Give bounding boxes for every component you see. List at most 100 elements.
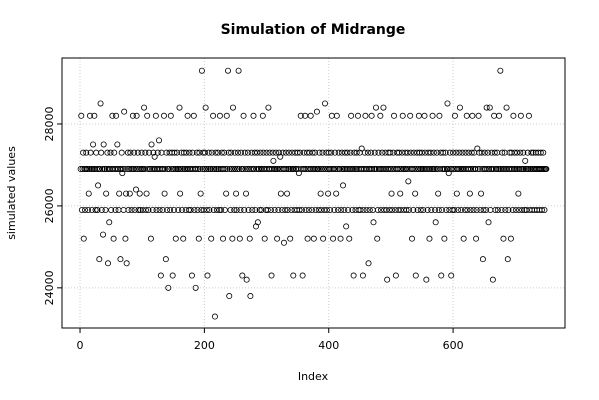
point	[405, 178, 412, 185]
point	[240, 112, 247, 119]
point	[180, 235, 187, 242]
point	[372, 104, 379, 111]
point	[481, 149, 488, 156]
point	[142, 207, 149, 214]
point	[261, 235, 268, 242]
point	[528, 149, 535, 156]
point	[178, 207, 185, 214]
x-tick-label: 600	[443, 339, 464, 352]
point	[443, 207, 450, 214]
point	[171, 149, 178, 156]
point	[432, 219, 439, 226]
point	[375, 149, 382, 156]
point	[194, 207, 201, 214]
point	[405, 207, 412, 214]
point	[512, 207, 519, 214]
point	[472, 166, 479, 173]
point	[246, 235, 253, 242]
point	[98, 207, 105, 214]
point	[492, 207, 499, 214]
plot-frame	[61, 57, 566, 329]
points	[77, 67, 550, 320]
point	[234, 149, 241, 156]
point	[97, 100, 104, 107]
point	[519, 207, 526, 214]
point	[223, 190, 230, 197]
point	[504, 256, 511, 263]
point	[517, 149, 524, 156]
point	[328, 149, 335, 156]
point	[340, 182, 347, 189]
point	[208, 149, 215, 156]
point	[131, 149, 138, 156]
point	[514, 149, 521, 156]
point	[282, 207, 289, 214]
point	[225, 149, 232, 156]
point	[153, 207, 160, 214]
point	[478, 149, 485, 156]
point	[184, 112, 191, 119]
point	[346, 235, 353, 242]
point	[233, 207, 240, 214]
point	[160, 112, 167, 119]
point	[204, 272, 211, 279]
point	[468, 149, 475, 156]
point	[104, 149, 111, 156]
point	[468, 166, 475, 173]
point	[374, 235, 381, 242]
point	[254, 219, 261, 226]
point	[220, 166, 227, 173]
point	[117, 256, 124, 263]
point	[80, 235, 87, 242]
point	[516, 166, 523, 173]
point	[260, 149, 267, 156]
point	[290, 166, 297, 173]
point	[410, 207, 417, 214]
point	[94, 207, 101, 214]
point	[435, 207, 442, 214]
point	[483, 207, 490, 214]
point	[245, 207, 252, 214]
point	[187, 207, 194, 214]
point	[208, 235, 215, 242]
point	[438, 207, 445, 214]
point	[143, 190, 150, 197]
point	[129, 112, 136, 119]
point	[277, 190, 284, 197]
point	[412, 190, 419, 197]
point	[225, 67, 232, 74]
point	[433, 149, 440, 156]
point	[235, 67, 242, 74]
point	[114, 141, 121, 148]
point	[399, 112, 406, 119]
point	[98, 149, 105, 156]
chart-title: Simulation of Midrange	[221, 22, 406, 38]
point	[299, 272, 306, 279]
point	[205, 166, 212, 173]
point	[473, 207, 480, 214]
point	[464, 207, 471, 214]
point	[429, 112, 436, 119]
point	[332, 166, 339, 173]
point	[239, 272, 246, 279]
point	[345, 207, 352, 214]
point	[370, 219, 377, 226]
point	[438, 272, 445, 279]
point	[244, 149, 251, 156]
point	[193, 166, 200, 173]
point	[350, 272, 357, 279]
point	[119, 166, 126, 173]
point	[377, 112, 384, 119]
point	[233, 190, 240, 197]
point	[78, 207, 85, 214]
point	[177, 166, 184, 173]
point	[264, 207, 271, 214]
point	[456, 149, 463, 156]
point	[319, 149, 326, 156]
point	[241, 207, 248, 214]
point	[426, 235, 433, 242]
point	[462, 149, 469, 156]
point	[358, 145, 365, 152]
point	[83, 149, 90, 156]
point	[479, 256, 486, 263]
